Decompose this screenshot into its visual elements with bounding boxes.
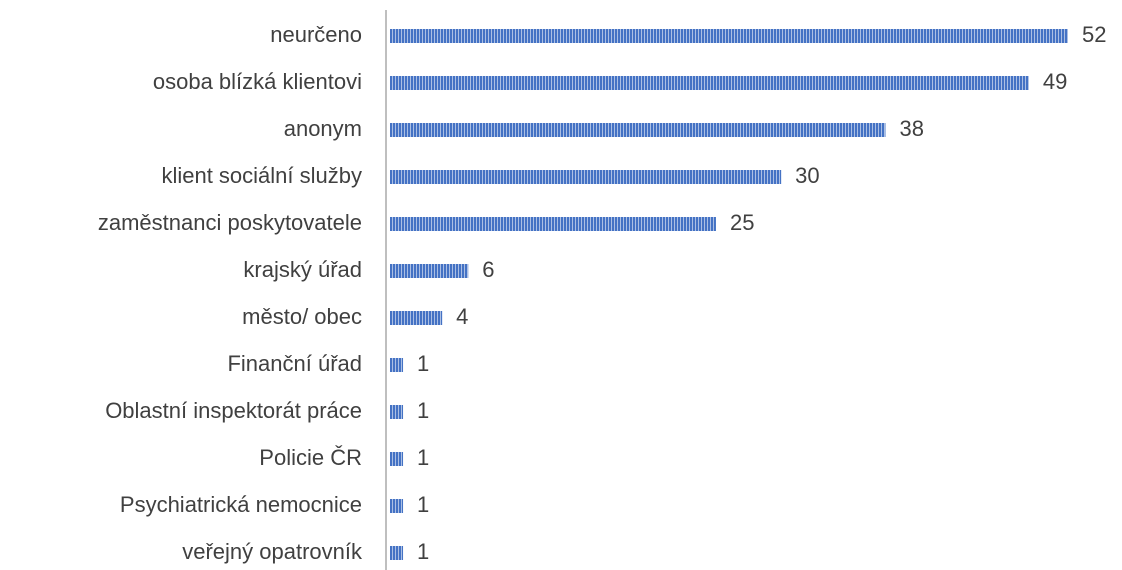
value-label: 38 (899, 116, 923, 141)
y-tick-label: Finanční úřad (227, 351, 362, 376)
value-label: 1 (417, 398, 429, 423)
y-tick-label: město/ obec (242, 304, 362, 329)
y-tick-label: Oblastní inspektorát práce (105, 398, 362, 423)
y-tick-label: neurčeno (270, 22, 362, 47)
y-tick-label: klient sociální služby (161, 163, 362, 188)
value-label: 4 (456, 304, 468, 329)
y-tick-label: anonym (284, 116, 362, 141)
value-label: 52 (1082, 22, 1106, 47)
y-tick-label: veřejný opatrovník (182, 539, 363, 564)
bar (390, 264, 469, 278)
y-tick-label: Psychiatrická nemocnice (120, 492, 362, 517)
value-label: 1 (417, 539, 429, 564)
value-label: 25 (730, 210, 754, 235)
y-tick-label: Policie ČR (259, 445, 362, 470)
bar (390, 123, 886, 137)
bar (390, 405, 404, 419)
bar (390, 76, 1029, 90)
bar (390, 452, 404, 466)
y-tick-label: krajský úřad (243, 257, 362, 282)
value-label: 1 (417, 351, 429, 376)
value-label: 6 (482, 257, 494, 282)
value-label: 1 (417, 445, 429, 470)
value-label: 1 (417, 492, 429, 517)
y-tick-label: osoba blízká klientovi (153, 69, 362, 94)
y-tick-label: zaměstnanci poskytovatele (98, 210, 362, 235)
value-label: 49 (1043, 69, 1067, 94)
bar (390, 311, 443, 325)
value-label: 30 (795, 163, 819, 188)
bar (390, 29, 1068, 43)
bar (390, 546, 404, 560)
bar (390, 358, 404, 372)
bar (390, 499, 404, 513)
bar (390, 170, 782, 184)
bar (390, 217, 716, 231)
